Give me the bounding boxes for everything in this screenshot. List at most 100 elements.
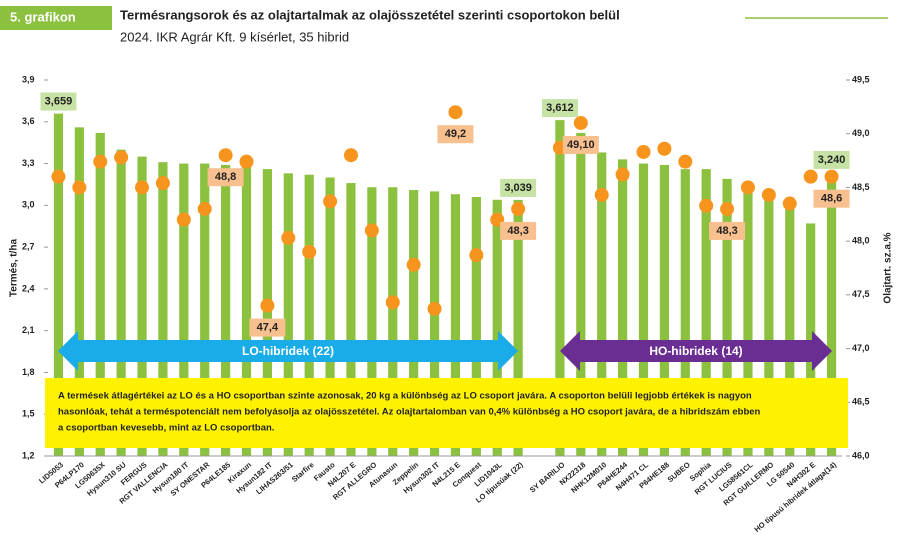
y2-axis-label: Olajtart. sz.a.% — [883, 232, 894, 303]
dot — [448, 105, 463, 120]
dot — [406, 257, 421, 272]
value-label: 48,6 — [821, 193, 842, 205]
dot — [135, 180, 150, 195]
bar — [283, 173, 293, 456]
bar — [74, 127, 84, 456]
note-line: A termések átlagértékei az LO és a HO cs… — [58, 391, 752, 402]
dot — [197, 201, 212, 216]
bar — [618, 159, 628, 456]
group-arrow — [58, 331, 518, 371]
value-label: 48,8 — [215, 171, 236, 183]
dot — [72, 180, 87, 195]
value-label: 3,240 — [818, 154, 846, 166]
bar — [555, 120, 565, 457]
dot — [176, 212, 191, 227]
bar — [179, 163, 189, 457]
badge: 5. grafikon — [10, 9, 76, 24]
bar — [325, 177, 335, 456]
bar — [137, 156, 147, 456]
y2-tick-label: 48,5 — [852, 182, 870, 192]
dot — [364, 223, 379, 238]
dot — [720, 201, 735, 216]
value-label-box — [562, 135, 599, 154]
bar — [826, 171, 837, 456]
bar — [764, 196, 774, 456]
value-label: 48,3 — [716, 225, 737, 237]
value-label: 47,4 — [257, 322, 279, 334]
chart-title: Termésrangsorok és az olajtartalmak az o… — [120, 7, 620, 22]
dot — [594, 187, 609, 202]
y2-tick-label: 48,0 — [852, 236, 870, 246]
dot — [615, 167, 630, 182]
bar — [304, 174, 314, 456]
bar — [806, 223, 816, 456]
dot — [114, 150, 129, 165]
group-label: HO-hibridek (14) — [649, 344, 742, 358]
dot — [218, 148, 233, 163]
value-label-box — [709, 221, 746, 240]
dot — [782, 196, 797, 211]
x-tick-label: SUBEO — [666, 460, 692, 484]
dot — [93, 154, 108, 169]
dot — [469, 248, 484, 263]
y-tick-label: 3,6 — [22, 116, 35, 126]
y-tick-label: 3,3 — [22, 158, 35, 168]
badge-box — [0, 6, 112, 30]
dot — [657, 141, 672, 156]
y-tick-label: 1,5 — [22, 409, 35, 419]
dot — [740, 180, 755, 195]
bar — [95, 132, 105, 456]
dot — [323, 194, 338, 209]
bar — [388, 187, 398, 457]
dot — [302, 244, 317, 259]
bar — [659, 164, 669, 456]
bar — [241, 166, 252, 456]
bar — [785, 205, 795, 456]
dot — [281, 230, 296, 245]
bar — [722, 178, 732, 456]
value-label: 3,612 — [546, 102, 574, 114]
y-tick-label: 3,0 — [22, 200, 35, 210]
bar — [513, 199, 523, 456]
y-tick-label: 3,9 — [22, 74, 35, 84]
bar — [492, 199, 502, 456]
bar — [743, 187, 753, 457]
bar — [221, 164, 231, 456]
dot — [511, 201, 526, 216]
bar — [680, 169, 690, 457]
note-line: a csoportban kevesebb, mint az LO csopor… — [58, 423, 274, 434]
bar — [450, 194, 461, 456]
value-label-box — [541, 99, 578, 118]
y-tick-label: 1,8 — [22, 367, 35, 377]
value-label-box — [207, 168, 244, 187]
value-label-box — [500, 221, 537, 240]
bar — [158, 162, 168, 456]
y2-tick-label: 49,0 — [852, 128, 870, 138]
y-tick-label: 1,2 — [22, 450, 35, 460]
bar — [409, 190, 419, 456]
bar — [367, 187, 377, 457]
dot — [260, 298, 275, 313]
value-label: 3,659 — [45, 95, 73, 107]
bar — [597, 152, 607, 457]
y-tick-label: 2,7 — [22, 241, 35, 251]
y-tick-label: 2,4 — [22, 283, 35, 293]
dot — [699, 198, 714, 213]
dot — [803, 169, 818, 184]
bar — [701, 169, 711, 457]
value-label-box — [249, 318, 286, 337]
bar — [471, 196, 481, 456]
dot — [678, 154, 693, 169]
y2-tick-label: 47,0 — [852, 343, 870, 353]
y-axis-label: Termés, t/ha — [9, 238, 20, 297]
bar — [53, 113, 64, 457]
note-box — [45, 378, 848, 448]
chart-subtitle: 2024. IKR Agrár Kft. 9 kísérlet, 35 hibr… — [120, 29, 349, 44]
bar — [200, 163, 210, 457]
value-label: 49,10 — [567, 139, 595, 151]
bar — [638, 163, 649, 457]
y-tick-label: 2,1 — [22, 325, 35, 335]
dot — [427, 301, 442, 316]
bar — [346, 183, 356, 456]
